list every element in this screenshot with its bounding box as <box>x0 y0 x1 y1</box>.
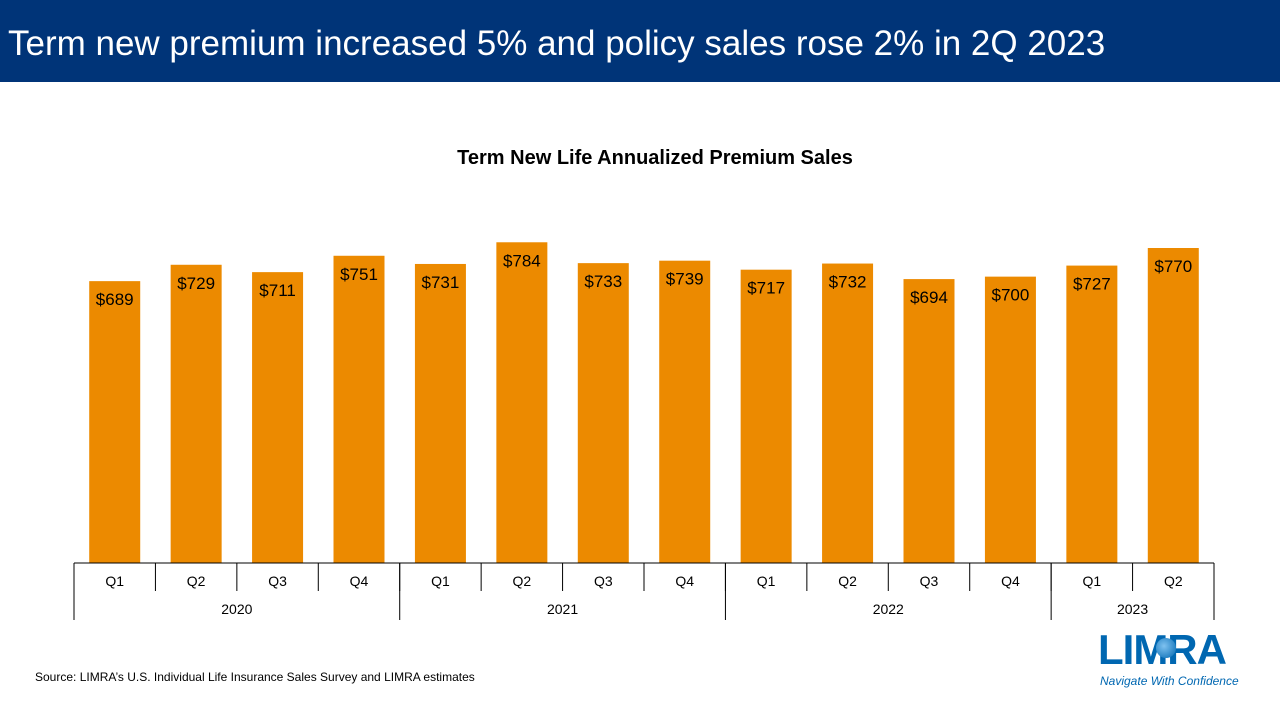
tick-label: Q4 <box>1001 573 1020 589</box>
bar <box>89 281 141 563</box>
tick-label: Q3 <box>920 573 939 589</box>
data-label: $729 <box>177 274 215 293</box>
bar <box>659 260 711 563</box>
data-label: $739 <box>666 270 704 289</box>
data-label: $694 <box>910 288 948 307</box>
chart-title: Term New Life Annualized Premium Sales <box>457 147 853 169</box>
title-banner: Term new premium increased 5% and policy… <box>0 0 1280 82</box>
bar <box>577 263 629 563</box>
bar-chart: $689 $729 $711 $751 $731 $784 $733 $739 $717 $732… <box>73 242 1215 620</box>
tick-label: Q4 <box>350 573 369 589</box>
bar <box>984 276 1036 563</box>
bars-layer <box>89 242 1199 564</box>
tick-label: Q2 <box>838 573 857 589</box>
bar <box>1066 265 1118 563</box>
data-label: $700 <box>992 286 1030 305</box>
data-labels-layer: $689 $729 $711 $751 $731 $784 $733 $739 $717 $732… <box>96 251 1192 309</box>
data-label: $717 <box>747 279 785 298</box>
logo-tagline: Navigate With Confidence <box>1100 674 1239 688</box>
data-label: $784 <box>503 251 541 270</box>
data-label: $732 <box>829 273 867 292</box>
data-label: $733 <box>584 272 622 291</box>
data-label: $751 <box>340 265 378 284</box>
bar <box>252 272 304 563</box>
limra-logo: LIMRA Navigate With Confidence <box>1098 628 1258 690</box>
bar <box>740 269 792 563</box>
group-label: 2023 <box>1117 601 1148 617</box>
bar <box>903 279 955 563</box>
bar <box>333 255 385 564</box>
data-label: $731 <box>422 273 460 292</box>
globe-icon <box>1156 638 1176 658</box>
data-label: $711 <box>259 281 296 300</box>
tick-label: Q2 <box>1164 573 1183 589</box>
data-label: $727 <box>1073 275 1111 294</box>
tick-label: Q2 <box>187 573 206 589</box>
bar <box>496 242 548 564</box>
tick-label: Q4 <box>675 573 694 589</box>
tick-label: Q3 <box>594 573 613 589</box>
bar <box>170 264 222 563</box>
source-note: Source: LIMRA’s U.S. Individual Life Ins… <box>35 670 475 684</box>
tick-label: Q1 <box>105 573 124 589</box>
bar <box>822 263 874 563</box>
group-label: 2022 <box>873 601 904 617</box>
group-label: 2020 <box>221 601 252 617</box>
tick-label: Q1 <box>431 573 450 589</box>
data-label: $689 <box>96 290 134 309</box>
category-axis: Q1 Q2 Q3 Q4 Q1 Q2 Q3 Q4 Q1 Q2 Q3 Q4 Q1 Q2 2020 2021 2022… <box>73 562 1215 620</box>
tick-label: Q1 <box>1083 573 1102 589</box>
tick-label: Q1 <box>757 573 776 589</box>
data-label: $770 <box>1154 257 1192 276</box>
tick-label: Q2 <box>513 573 532 589</box>
bar <box>414 263 466 563</box>
slide-title: Term new premium increased 5% and policy… <box>8 24 1106 63</box>
group-label: 2021 <box>547 601 578 617</box>
bar <box>1147 248 1199 563</box>
tick-label: Q3 <box>268 573 287 589</box>
